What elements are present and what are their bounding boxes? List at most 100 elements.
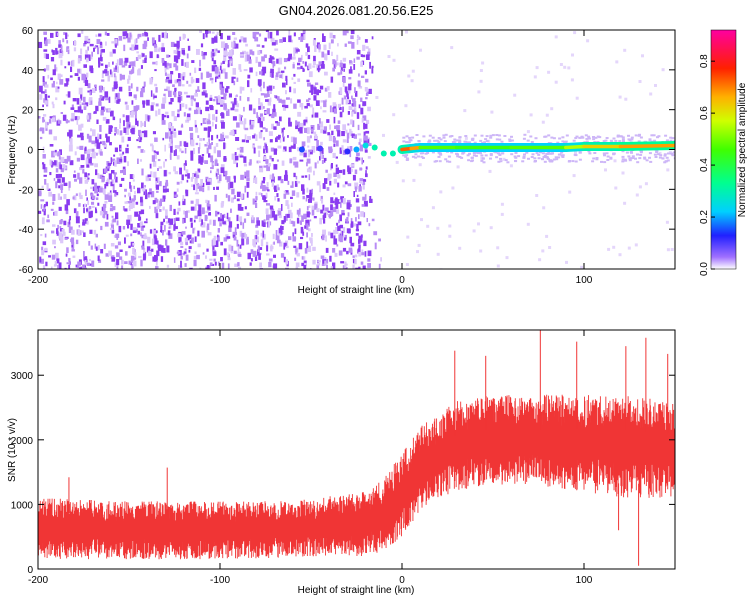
spectrogram-noise-cell xyxy=(301,106,303,110)
spectrogram-noise-cell xyxy=(259,71,263,75)
spectrogram-noise-cell xyxy=(87,200,89,206)
spectrogram-noise-cell xyxy=(145,189,147,197)
spectrogram-noise-cell xyxy=(190,222,193,228)
spectrogram-noise-cell xyxy=(182,252,186,256)
spectrogram-halo-cell xyxy=(433,160,437,163)
snr-y-label: SNR (10 * v/v) xyxy=(7,418,18,482)
spectrogram-halo-cell xyxy=(549,152,553,155)
spectrogram-noise-cell xyxy=(77,106,82,113)
spectrogram-noise-cell xyxy=(92,186,96,192)
spectrogram-noise-cell xyxy=(268,214,273,219)
spectrogram-noise-cell xyxy=(180,125,184,128)
spectrogram-noise-cell xyxy=(156,190,159,193)
spectrogram-noise-cell xyxy=(198,217,202,223)
spectrogram-halo-cell xyxy=(498,154,502,156)
spectrogram-noise-cell xyxy=(340,69,343,75)
spectrogram-noise-cell xyxy=(341,230,344,238)
spectrogram-noise-cell xyxy=(365,149,368,153)
spectrogram-halo-cell xyxy=(544,135,548,138)
spectrogram-noise-cell xyxy=(358,266,361,269)
spectrogram-noise-cell xyxy=(368,88,372,94)
spectrogram-noise-cell xyxy=(224,47,227,54)
spectrogram-noise-cell xyxy=(150,90,153,97)
spectrogram-noise-cell xyxy=(64,237,68,240)
spectrogram-halo-cell xyxy=(594,136,598,139)
spectrogram-noise-cell xyxy=(275,121,279,124)
spectrogram-noise-cell xyxy=(265,30,269,32)
spectrogram-noise-cell xyxy=(297,78,301,82)
spectrogram-noise-cell xyxy=(196,49,200,55)
spectrogram-noise-cell xyxy=(93,229,97,235)
spectrogram-noise-cell xyxy=(304,225,307,229)
spectrogram-noise-cell xyxy=(573,31,577,35)
spectrogram-noise-cell xyxy=(91,260,95,267)
spectrogram-noise-cell xyxy=(166,86,169,90)
spectrogram-noise-cell xyxy=(231,76,234,84)
spectrogram-noise-cell xyxy=(68,258,71,262)
spectrogram-halo-cell xyxy=(628,157,632,160)
spectrogram-noise-cell xyxy=(241,232,245,238)
spectrogram-noise-cell xyxy=(105,253,110,257)
spectrogram-noise-cell xyxy=(228,57,233,63)
spectrogram-noise-cell xyxy=(156,54,159,59)
spectrogram-noise-cell xyxy=(296,252,300,257)
spectrogram-noise-cell xyxy=(260,103,264,110)
spectrogram-noise-cell xyxy=(335,209,340,214)
spectrogram-noise-cell xyxy=(289,158,293,164)
spectrogram-noise-cell xyxy=(188,249,191,253)
spectrogram-noise-cell xyxy=(312,65,316,68)
spectrogram-noise-cell xyxy=(113,67,117,73)
spectrogram-noise-cell xyxy=(51,117,55,123)
spectrogram-noise-cell xyxy=(119,130,123,136)
spectrogram-noise-cell xyxy=(367,51,371,56)
spectrogram-noise-cell xyxy=(307,145,310,148)
spectrogram-noise-cell xyxy=(191,79,195,83)
spectrogram-noise-cell xyxy=(84,40,87,45)
spectrogram-noise-cell xyxy=(105,70,109,77)
spectrogram-noise-cell xyxy=(255,56,258,64)
spectrogram-noise-cell xyxy=(160,256,164,262)
spectrogram-halo-cell xyxy=(405,154,409,157)
spectrogram-noise-cell xyxy=(266,203,270,206)
spectrogram-halo-cell xyxy=(565,134,569,137)
spectrogram-noise-cell xyxy=(68,181,71,188)
spectrogram-noise-cell xyxy=(169,204,172,212)
spectrogram-noise-cell xyxy=(301,54,303,61)
spectrogram-halo-cell xyxy=(510,135,513,138)
spectrogram-noise-cell xyxy=(128,205,131,211)
spectrogram-noise-cell xyxy=(313,170,315,176)
spectrogram-noise-cell xyxy=(70,66,73,72)
spectrogram-noise-cell xyxy=(55,67,58,72)
spectrogram-noise-cell xyxy=(147,37,149,41)
spectrogram-noise-cell xyxy=(201,207,205,215)
spectrogram-noise-cell xyxy=(554,80,558,84)
spectrogram-noise-cell xyxy=(101,106,105,112)
spectrogram-halo-cell xyxy=(578,136,582,139)
spectrogram-noise-cell xyxy=(226,236,231,239)
spectrogram-noise-cell xyxy=(125,234,129,237)
spectrogram-noise-cell xyxy=(220,85,224,90)
spectrogram-noise-cell xyxy=(332,248,336,253)
spectrogram-noise-cell xyxy=(209,219,212,225)
spectrogram-noise-cell xyxy=(362,115,367,121)
spectrogram-noise-cell xyxy=(113,154,116,157)
spectrogram-noise-cell xyxy=(328,146,332,150)
spectrogram-noise-cell xyxy=(236,239,239,247)
spectrogram-noise-cell xyxy=(154,69,157,72)
spectrogram-noise-cell xyxy=(311,114,314,118)
spectrogram-noise-cell xyxy=(95,233,98,238)
spectrogram-noise-cell xyxy=(140,199,144,207)
spectrogram-halo-cell xyxy=(560,154,564,157)
spectrogram-noise-cell xyxy=(351,42,355,49)
spectrogram-noise-cell xyxy=(127,192,131,197)
spectrogram-noise-cell xyxy=(178,130,182,135)
spectrogram-noise-cell xyxy=(60,168,64,173)
spectrogram-noise-cell xyxy=(269,55,272,59)
spectrogram-noise-cell xyxy=(54,246,56,249)
spectrogram-noise-cell xyxy=(101,206,104,213)
spectrogram-halo-cell xyxy=(420,155,424,158)
spectrogram-noise-cell xyxy=(245,234,248,238)
spectrogram-x-axis: -200 -100 0 100 xyxy=(28,30,593,286)
spectrogram-noise-cell xyxy=(255,31,259,35)
spectrogram-noise-cell xyxy=(496,264,500,268)
